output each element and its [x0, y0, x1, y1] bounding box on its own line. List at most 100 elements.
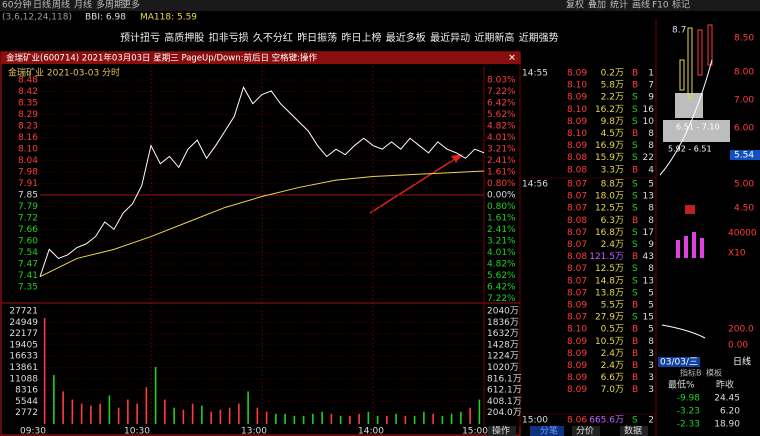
pct-label: 2.41% [487, 156, 516, 166]
toolbar-item[interactable]: 叠加 [588, 0, 606, 11]
toolbar-item[interactable]: 周线 [52, 0, 70, 11]
price-label: 7.35 [18, 283, 38, 293]
tick-side: B [632, 373, 638, 383]
toolbar-item[interactable]: 多周期 [96, 0, 123, 11]
tab-bg [620, 426, 648, 436]
filter-item[interactable]: 高质押股 [164, 31, 204, 44]
volume-bar [450, 413, 453, 424]
volume-bar [136, 403, 138, 424]
price-label: 7.85 [18, 191, 38, 201]
tick-price: 8.09 [567, 141, 587, 151]
filter-item[interactable]: 最近多板 [386, 31, 426, 44]
filter-item[interactable]: 昨日上榜 [342, 31, 382, 44]
volume-bar [238, 403, 240, 424]
filter-item[interactable]: 昨日振荡 [297, 31, 337, 44]
toolbar-item[interactable]: 更多 [122, 0, 140, 11]
price-label: 7.47 [18, 260, 38, 270]
tick-count: 8 [648, 337, 654, 347]
filter-item[interactable]: 扣非亏损 [209, 31, 249, 44]
tick-side: B [632, 216, 638, 226]
tick-side: S [632, 288, 638, 298]
price-label: 8.29 [18, 110, 38, 120]
volume-wan-label: 1224万 [487, 352, 519, 362]
tick-count: 8 [648, 264, 654, 274]
volume-bar [62, 391, 64, 424]
time-label: 10:30 [124, 427, 150, 436]
kline-vol-label: X10 [728, 249, 746, 259]
price-label: 7.41 [18, 271, 38, 281]
arrow [369, 156, 459, 214]
tab-bg [530, 426, 564, 436]
kline-volume-bar [692, 232, 696, 258]
volume-bar [395, 413, 397, 424]
toolbar-item[interactable]: 月线 [74, 0, 92, 11]
price-label: 7.91 [18, 179, 38, 189]
bottom-tab[interactable]: 数据 [624, 425, 642, 436]
indicator-curve [661, 324, 706, 339]
kline-range: 6.51 - 7.10 [676, 123, 720, 132]
toolbar-item[interactable]: F10 [652, 1, 669, 11]
filter-item[interactable]: 预计扭亏 [120, 31, 160, 44]
tick-count: 10 [643, 117, 655, 127]
toolbar-bg [0, 0, 760, 11]
close-button[interactable]: ✕ [508, 54, 516, 64]
tick-volume: 12.5万 [595, 204, 624, 214]
filter-item[interactable]: 久不分红 [253, 31, 293, 44]
toolbar-item[interactable]: 日线 [33, 0, 51, 11]
volume-bar [312, 413, 314, 424]
tick-price: 8.09 [567, 93, 587, 103]
volume-bar [71, 399, 74, 424]
tick-volume: 16.9万 [595, 141, 624, 151]
volume-bar [469, 407, 471, 424]
tick-side: B [632, 252, 638, 262]
bottom-tab[interactable]: 分笔 [540, 425, 558, 436]
volume-bar [191, 403, 194, 424]
toolbar-item[interactable]: 复权 [566, 0, 584, 11]
volume-bar [386, 415, 388, 424]
kline-sub[interactable]: 指标B [680, 368, 702, 378]
table-cell: -3.23 [677, 407, 700, 417]
bottom-tab[interactable]: 操作 [492, 425, 510, 436]
volume-bar [460, 411, 462, 424]
toolbar-item[interactable]: 统计 [610, 0, 628, 11]
volume-label: 2772 [15, 408, 38, 418]
filter-item[interactable]: 近期新高 [474, 31, 514, 44]
kline-tab[interactable]: 日线 [733, 356, 751, 368]
tick-volume: 8.8万 [601, 180, 624, 190]
tick-count: 13 [643, 192, 654, 202]
kline-price-label: 6.00 [734, 124, 754, 134]
volume-bar [265, 411, 268, 424]
time-label: 09:30 [20, 427, 46, 436]
tick-price: 8.07 [567, 192, 587, 202]
price-label: 7.54 [18, 248, 38, 258]
tick-price: 8.10 [567, 129, 587, 139]
tick-price: 8.09 [567, 117, 587, 127]
tick-volume: 3.3万 [601, 165, 624, 175]
tick-side: B [632, 325, 638, 335]
bottom-tab[interactable]: 分价 [576, 426, 594, 436]
filter-item[interactable]: 最近异动 [430, 31, 470, 44]
tick-side: S [632, 153, 638, 163]
tick-price: 8.10 [567, 325, 587, 335]
kline-sub[interactable]: 模板 [706, 368, 722, 378]
tick-volume: 6.6万 [601, 373, 624, 383]
volume-bar [154, 366, 157, 424]
tick-count: 9 [648, 93, 654, 103]
tick-side: S [632, 180, 638, 190]
indicator-bbi: BBI: 6.98 [85, 13, 126, 23]
toolbar-item[interactable]: 60分钟 [2, 0, 31, 11]
tick-price: 8.07 [567, 313, 587, 323]
tick-side: B [632, 129, 638, 139]
time-label: 13:00 [241, 427, 267, 436]
tick-time: 15:00 [522, 416, 548, 426]
filter-item[interactable]: 近期强势 [519, 31, 559, 44]
tick-side: S [632, 141, 638, 151]
toolbar-item[interactable]: 画线 [632, 0, 650, 11]
tick-side: B [632, 349, 638, 359]
volume-bar [275, 413, 277, 424]
tick-volume: 10.5万 [595, 337, 624, 347]
tick-side: B [632, 337, 638, 347]
toolbar-item[interactable]: 标记 [672, 0, 690, 11]
tick-volume: 2.4万 [601, 361, 624, 371]
volume-bar [256, 407, 259, 424]
